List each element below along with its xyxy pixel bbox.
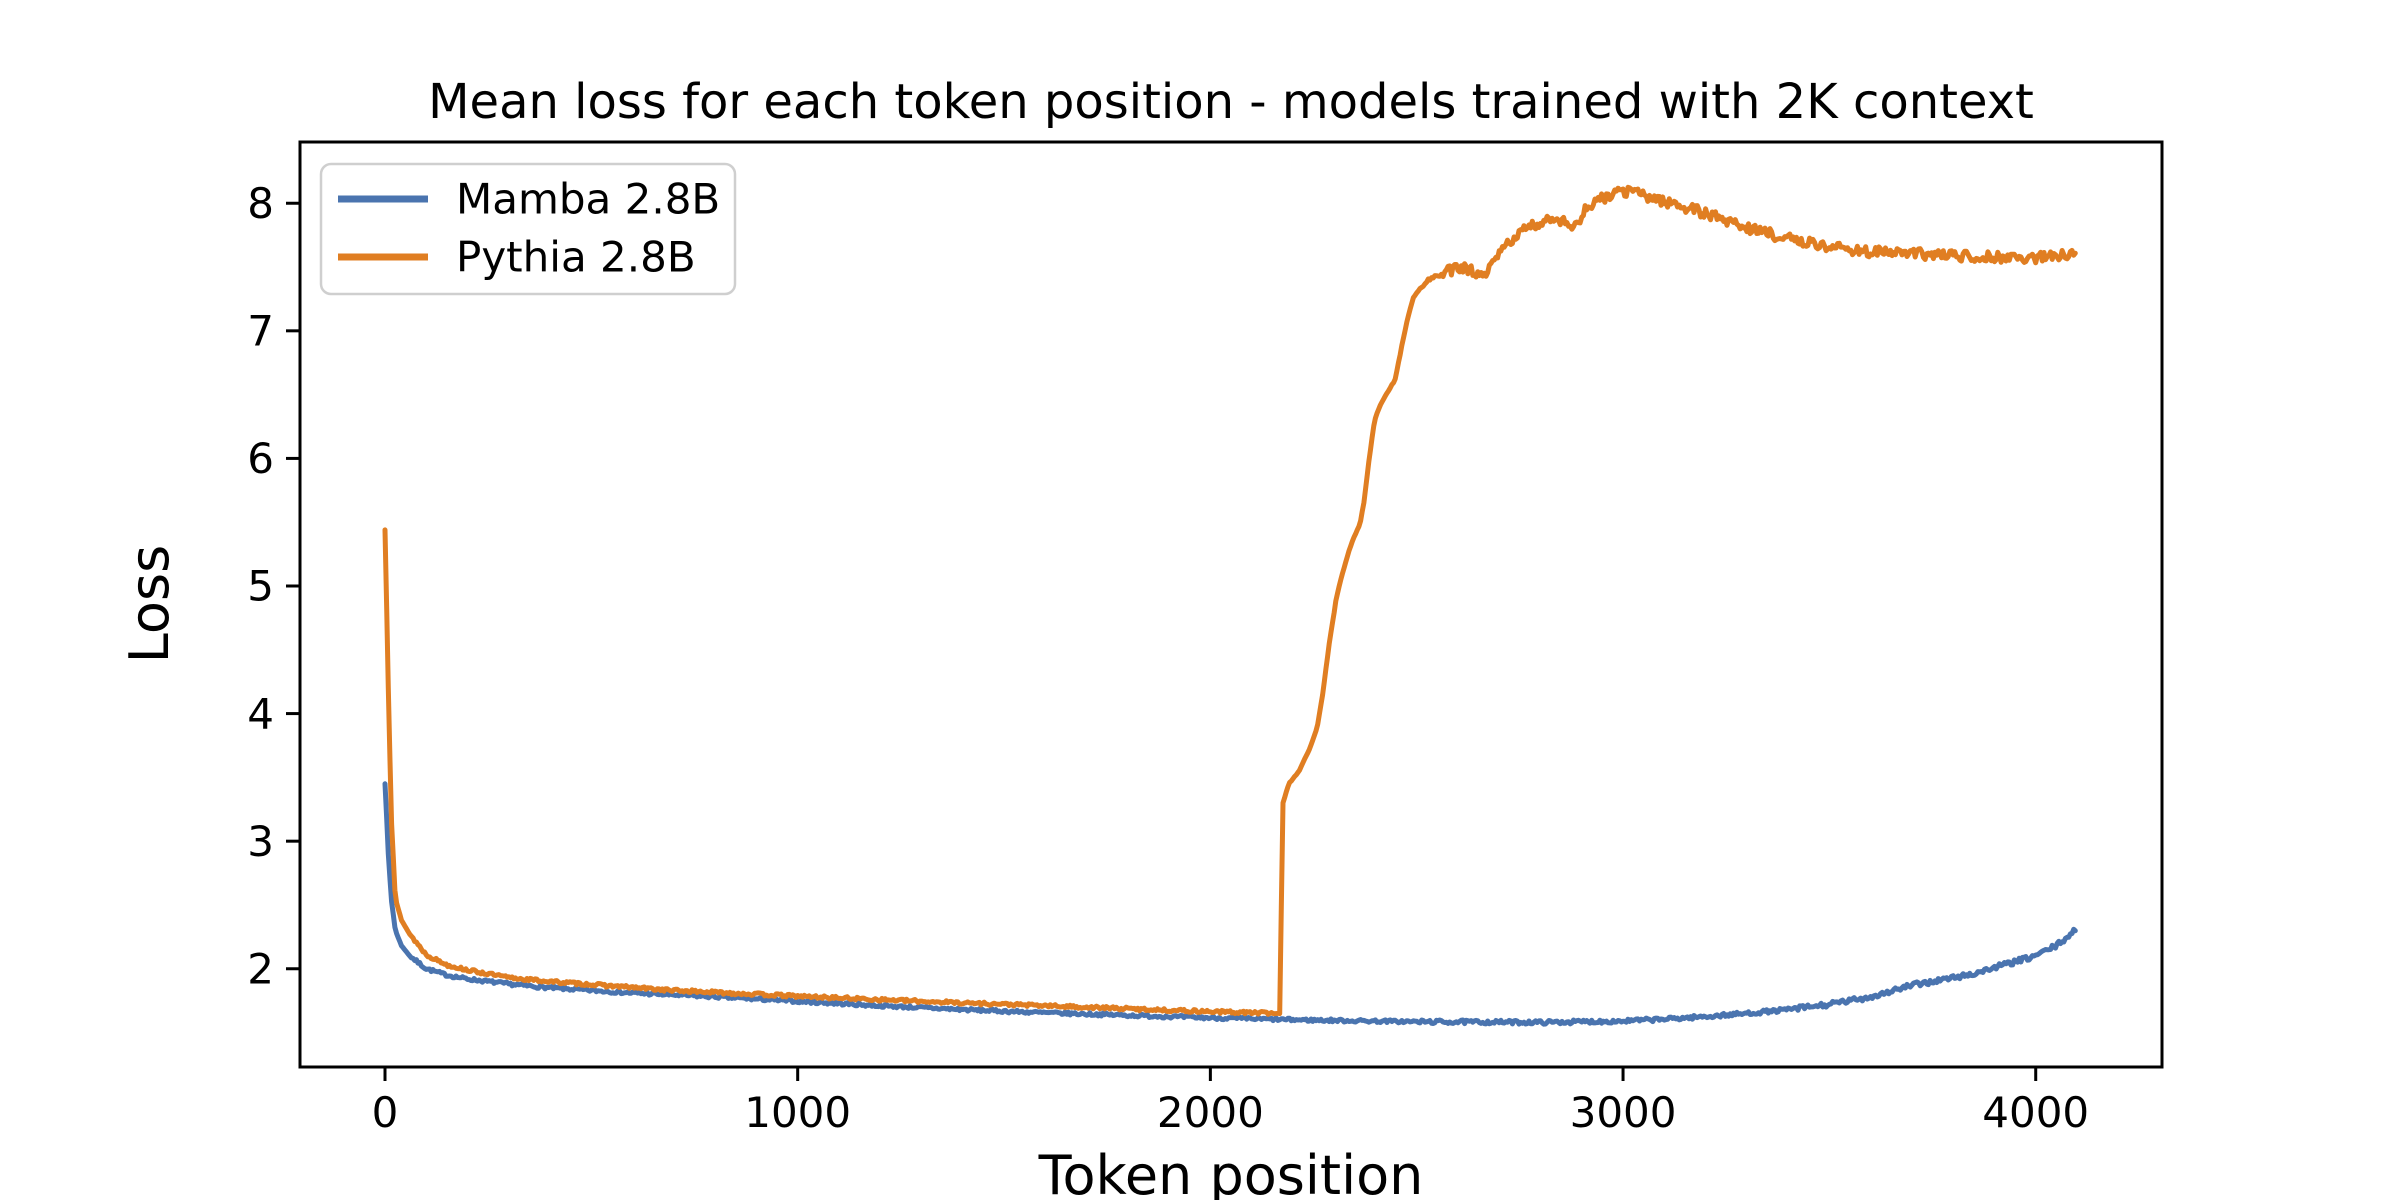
legend-label-mamba: Mamba 2.8B [456,175,720,224]
x-tick-label: 1000 [744,1088,851,1137]
legend: Mamba 2.8B Pythia 2.8B [319,162,737,296]
y-tick-label: 8 [247,179,274,228]
legend-label-pythia: Pythia 2.8B [456,233,696,282]
x-axis-ticks: 0 1000 2000 3000 4000 [372,1067,2089,1137]
pythia-line [382,184,2078,1017]
y-tick-label: 4 [247,689,274,738]
chart-title: Mean loss for each token position - mode… [428,74,2034,130]
series-lines [382,184,2078,1027]
y-tick-label: 5 [247,562,274,611]
plot-area-border [298,140,2164,1069]
y-axis-label: Loss [118,545,181,663]
x-tick-label: 4000 [1982,1088,2089,1137]
y-axis-ticks: 2 3 4 5 6 7 8 [247,179,300,993]
y-tick-label: 7 [247,307,274,356]
y-tick-label: 2 [247,944,274,993]
mamba-line [382,781,2078,1027]
x-tick-label: 0 [372,1088,399,1137]
y-tick-label: 6 [247,434,274,483]
x-axis-label: Token position [1038,1144,1424,1200]
x-tick-label: 3000 [1570,1088,1677,1137]
y-tick-label: 3 [247,817,274,866]
x-tick-label: 2000 [1157,1088,1264,1137]
